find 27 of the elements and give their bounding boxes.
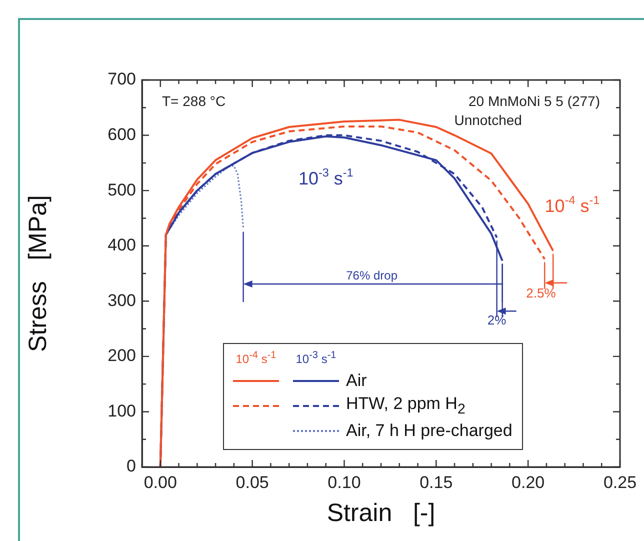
y-tick-label: 100 bbox=[108, 401, 136, 420]
y-tick-label: 300 bbox=[108, 290, 136, 310]
y-tick-label: 500 bbox=[108, 180, 136, 200]
annotation: 20 MnMoNi 5 5 (277) bbox=[468, 92, 600, 109]
x-tick-label: 0.20 bbox=[512, 472, 545, 492]
legend-label: Air bbox=[346, 370, 367, 390]
y-tick-label: 400 bbox=[108, 236, 136, 255]
annotation: 10$^{-3}$ s$^{-1}$ bbox=[294, 350, 338, 366]
annotation: 2.5% bbox=[526, 286, 556, 301]
legend-label: HTW, 2 ppm H$_{2}$ bbox=[346, 394, 466, 418]
y-tick-label: 200 bbox=[108, 346, 136, 366]
annotation: T= 288 °C bbox=[162, 92, 226, 109]
x-axis-title: Strain [-] bbox=[326, 498, 436, 527]
y-tick-label: 700 bbox=[108, 70, 136, 89]
x-tick-label: 0.00 bbox=[144, 472, 177, 492]
x-tick-label: 0.15 bbox=[420, 472, 453, 492]
x-tick-label: 0.05 bbox=[236, 472, 269, 492]
y-axis-title: Stress [MPa] bbox=[24, 195, 52, 352]
x-tick-label: 0.25 bbox=[603, 472, 637, 492]
annotation: 2% bbox=[487, 312, 507, 328]
y-tick-label: 0 bbox=[126, 456, 136, 476]
y-tick-label: 600 bbox=[108, 124, 136, 144]
legend-label: Air, 7 h H pre-charged bbox=[346, 420, 512, 440]
annotation: 76% drop bbox=[346, 268, 398, 283]
annotation: Unnotched bbox=[454, 112, 522, 128]
x-tick-label: 0.10 bbox=[328, 472, 361, 492]
annotation: 10$^{-4}$ s$^{-1}$ bbox=[234, 350, 278, 366]
